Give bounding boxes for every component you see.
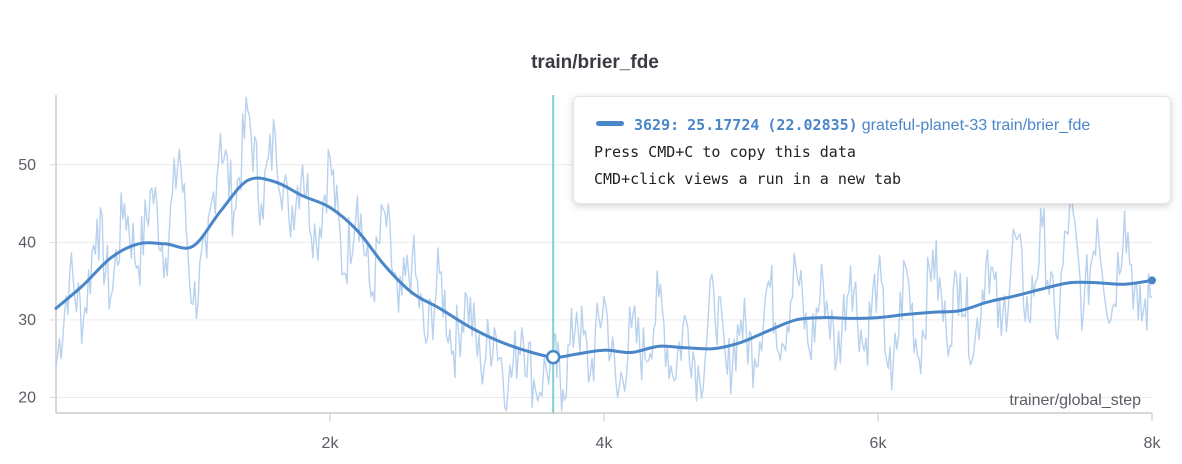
x-tick-label: 6k (870, 435, 888, 452)
y-ticks: 20 30 40 50 (18, 157, 56, 406)
smoothed-series-line (54, 176, 1154, 359)
tooltip-value: 25.17724 (687, 116, 760, 134)
x-ticks: 2k 4k 6k 8k (322, 413, 1162, 452)
tooltip-smoothed-value: (22.02835) (767, 116, 858, 134)
hover-cursor (545, 95, 561, 413)
y-tick-label: 40 (18, 234, 36, 251)
y-tick-label: 20 (18, 389, 36, 406)
raw-series-line (55, 96, 1153, 412)
chart-title: train/brier_fde (531, 52, 659, 73)
series-end-point (1148, 276, 1156, 285)
x-axis-label: trainer/global_step (1009, 392, 1141, 409)
tooltip-run-name[interactable]: grateful-planet-33 train/brier_fde (861, 117, 1091, 134)
tooltip-step: 3629 (634, 116, 671, 134)
tooltip-separator: : (670, 116, 680, 134)
series-swatch-icon (596, 121, 624, 127)
tooltip-copy-hint: Press CMD+C to copy this data (594, 143, 856, 161)
raw-series (55, 96, 1153, 412)
x-tick-label: 4k (596, 435, 614, 452)
tooltip-click-hint: CMD+click views a run in a new tab (594, 170, 902, 188)
y-tick-label: 50 (18, 157, 36, 174)
hover-tooltip: 3629: 25.17724 (22.02835) grateful-planet-3… (573, 96, 1171, 204)
hover-point (545, 349, 561, 365)
x-tick-label: 2k (322, 435, 340, 452)
y-tick-label: 30 (18, 312, 36, 329)
smoothed-series (54, 176, 1156, 359)
x-tick-label: 8k (1144, 435, 1162, 452)
tooltip-series-row: 3629: 25.17724 (22.02835) grateful-planet-3… (596, 116, 1090, 135)
